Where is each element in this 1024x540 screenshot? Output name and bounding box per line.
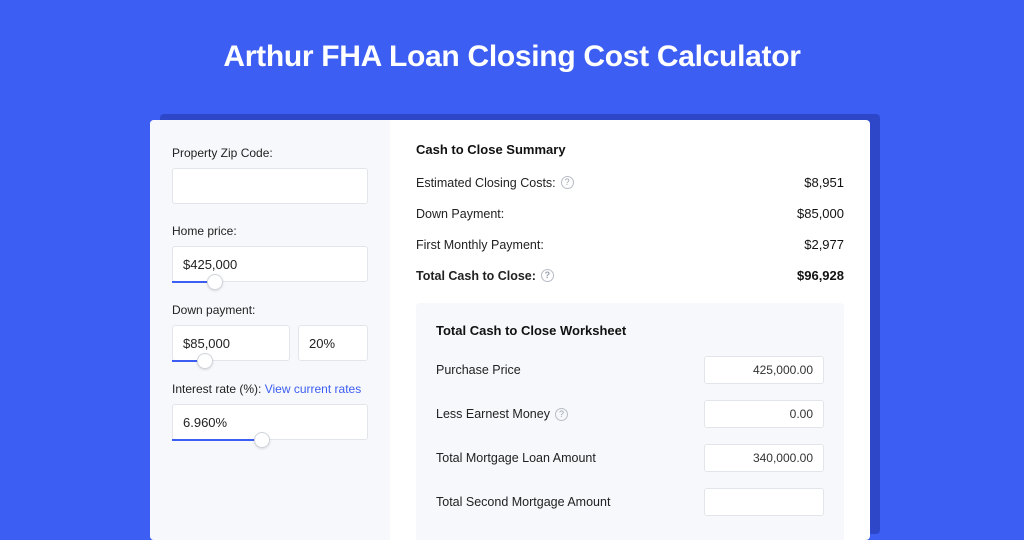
- help-icon[interactable]: ?: [561, 176, 574, 189]
- purchase-price-input[interactable]: [704, 356, 824, 384]
- earnest-money-input[interactable]: [704, 400, 824, 428]
- interest-rate-label: Interest rate (%): View current rates: [172, 382, 368, 396]
- summary-panel: Cash to Close Summary Estimated Closing …: [390, 120, 870, 540]
- zip-input[interactable]: [172, 168, 368, 204]
- row-label: First Monthly Payment:: [416, 238, 544, 252]
- interest-rate-label-text: Interest rate (%):: [172, 382, 261, 396]
- row-label: Estimated Closing Costs:: [416, 176, 556, 190]
- summary-row-total: Total Cash to Close: ? $96,928: [416, 268, 844, 283]
- worksheet-row-mortgage-amount: Total Mortgage Loan Amount: [436, 444, 824, 472]
- row-label: Total Mortgage Loan Amount: [436, 451, 596, 465]
- home-price-input[interactable]: [172, 246, 368, 282]
- down-payment-pct-input[interactable]: [298, 325, 368, 361]
- field-home-price: Home price:: [172, 224, 368, 283]
- row-value: $2,977: [804, 237, 844, 252]
- mortgage-amount-input[interactable]: [704, 444, 824, 472]
- row-label: Total Cash to Close:: [416, 269, 536, 283]
- slider-thumb[interactable]: [197, 353, 213, 369]
- field-zip: Property Zip Code:: [172, 146, 368, 204]
- row-label: Down Payment:: [416, 207, 504, 221]
- home-price-slider[interactable]: [172, 281, 368, 283]
- row-label: Less Earnest Money: [436, 407, 550, 421]
- help-icon[interactable]: ?: [555, 408, 568, 421]
- zip-label: Property Zip Code:: [172, 146, 368, 160]
- down-payment-label: Down payment:: [172, 303, 368, 317]
- page-title: Arthur FHA Loan Closing Cost Calculator: [0, 40, 1024, 74]
- slider-thumb[interactable]: [207, 274, 223, 290]
- field-interest-rate: Interest rate (%): View current rates: [172, 382, 368, 441]
- help-icon[interactable]: ?: [541, 269, 554, 282]
- row-value: $85,000: [797, 206, 844, 221]
- interest-rate-input[interactable]: [172, 404, 368, 440]
- slider-fill: [172, 439, 262, 441]
- home-price-label: Home price:: [172, 224, 368, 238]
- slider-thumb[interactable]: [254, 432, 270, 448]
- worksheet-row-earnest-money: Less Earnest Money ?: [436, 400, 824, 428]
- row-value: $96,928: [797, 268, 844, 283]
- calculator-card: Property Zip Code: Home price: Down paym…: [150, 120, 870, 540]
- worksheet-row-purchase-price: Purchase Price: [436, 356, 824, 384]
- summary-row-closing-costs: Estimated Closing Costs: ? $8,951: [416, 175, 844, 190]
- interest-rate-slider[interactable]: [172, 439, 368, 441]
- worksheet-panel: Total Cash to Close Worksheet Purchase P…: [416, 303, 844, 540]
- view-rates-link[interactable]: View current rates: [265, 382, 362, 396]
- summary-title: Cash to Close Summary: [416, 142, 844, 157]
- field-down-payment: Down payment:: [172, 303, 368, 362]
- down-payment-input[interactable]: [172, 325, 290, 361]
- row-value: $8,951: [804, 175, 844, 190]
- summary-row-down-payment: Down Payment: $85,000: [416, 206, 844, 221]
- worksheet-title: Total Cash to Close Worksheet: [436, 323, 824, 338]
- row-label: Total Second Mortgage Amount: [436, 495, 610, 509]
- inputs-panel: Property Zip Code: Home price: Down paym…: [150, 120, 390, 540]
- down-payment-slider[interactable]: [172, 360, 290, 362]
- row-label: Purchase Price: [436, 363, 521, 377]
- summary-row-first-payment: First Monthly Payment: $2,977: [416, 237, 844, 252]
